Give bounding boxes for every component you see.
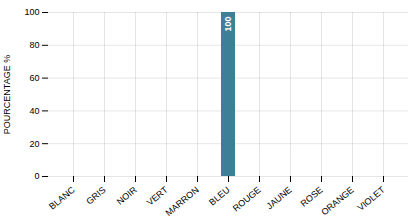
svg-text:POURCENTAGE %: POURCENTAGE % xyxy=(2,55,12,134)
svg-text:ROUGE: ROUGE xyxy=(231,185,263,214)
svg-text:NOIR: NOIR xyxy=(115,184,139,206)
svg-text:40: 40 xyxy=(29,106,39,116)
svg-text:ROSE: ROSE xyxy=(299,185,325,209)
svg-text:20: 20 xyxy=(29,139,39,149)
svg-text:100: 100 xyxy=(223,17,233,32)
svg-text:BLANC: BLANC xyxy=(47,184,77,211)
svg-text:VERT: VERT xyxy=(145,184,170,207)
svg-text:60: 60 xyxy=(29,73,39,83)
svg-text:80: 80 xyxy=(29,40,39,50)
svg-text:MARRON: MARRON xyxy=(164,185,201,218)
svg-text:100: 100 xyxy=(24,7,39,17)
svg-text:ORANGE: ORANGE xyxy=(319,185,355,218)
svg-text:JAUNE: JAUNE xyxy=(265,185,294,212)
svg-text:BLEU: BLEU xyxy=(207,185,231,208)
svg-text:VIOLET: VIOLET xyxy=(356,184,387,213)
svg-text:0: 0 xyxy=(34,171,39,181)
svg-text:GRIS: GRIS xyxy=(84,185,107,207)
